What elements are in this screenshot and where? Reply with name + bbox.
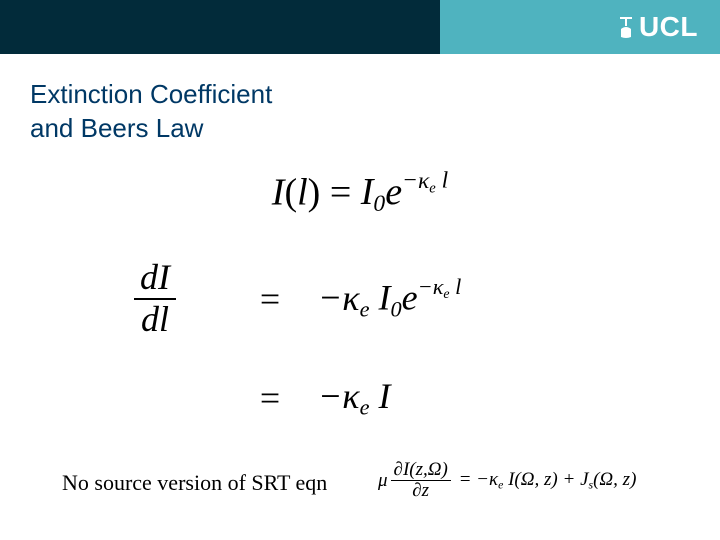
ucl-logo-text: UCL [639, 11, 698, 43]
title-line2: and Beers Law [30, 113, 203, 143]
srt-partial-fraction: ∂I(z,Ω) ∂z [391, 460, 451, 501]
equals1: = [240, 278, 300, 320]
derivative-row1: dI dl = −κe I0e−κe l [130, 258, 461, 339]
header-dark-block [0, 0, 440, 54]
deriv-rhs2: −κe I [318, 375, 390, 421]
ucl-crest-icon [619, 15, 633, 39]
dI-dl-fraction: dI dl [134, 258, 176, 339]
equals2: = [240, 377, 300, 419]
srt-frac-num: ∂I(z,Ω) [391, 460, 451, 480]
header-bar: UCL [0, 0, 720, 54]
srt-rhs: = −κe I(Ω, z) + Js(Ω, z) [454, 469, 637, 493]
srt-equation: μ ∂I(z,Ω) ∂z = −κe I(Ω, z) + Js(Ω, z) [378, 460, 636, 501]
derivative-row2: dIdl = −κe I [130, 357, 461, 438]
frac-den: dl [135, 300, 175, 340]
ucl-logo: UCL [619, 11, 698, 43]
footnote-text: No source version of SRT eqn [62, 470, 327, 496]
deriv-rhs1: −κe I0e−κe l [318, 274, 461, 322]
eq1-rhs: I0e−κe l [361, 171, 448, 213]
header-teal-block: UCL [440, 0, 720, 54]
eq1-lhs: I(l) [272, 171, 321, 213]
derivative-equation-block: dI dl = −κe I0e−κe l dIdl = −κe I [130, 258, 461, 456]
srt-mu: μ [378, 470, 388, 492]
beers-law-equation: I(l) = I0e−κe l [0, 168, 720, 219]
eq1-equals: = [330, 171, 361, 213]
frac-num: dI [134, 258, 176, 298]
slide-title: Extinction Coefficient and Beers Law [30, 78, 272, 146]
title-line1: Extinction Coefficient [30, 79, 272, 109]
srt-frac-den: ∂z [409, 481, 432, 501]
